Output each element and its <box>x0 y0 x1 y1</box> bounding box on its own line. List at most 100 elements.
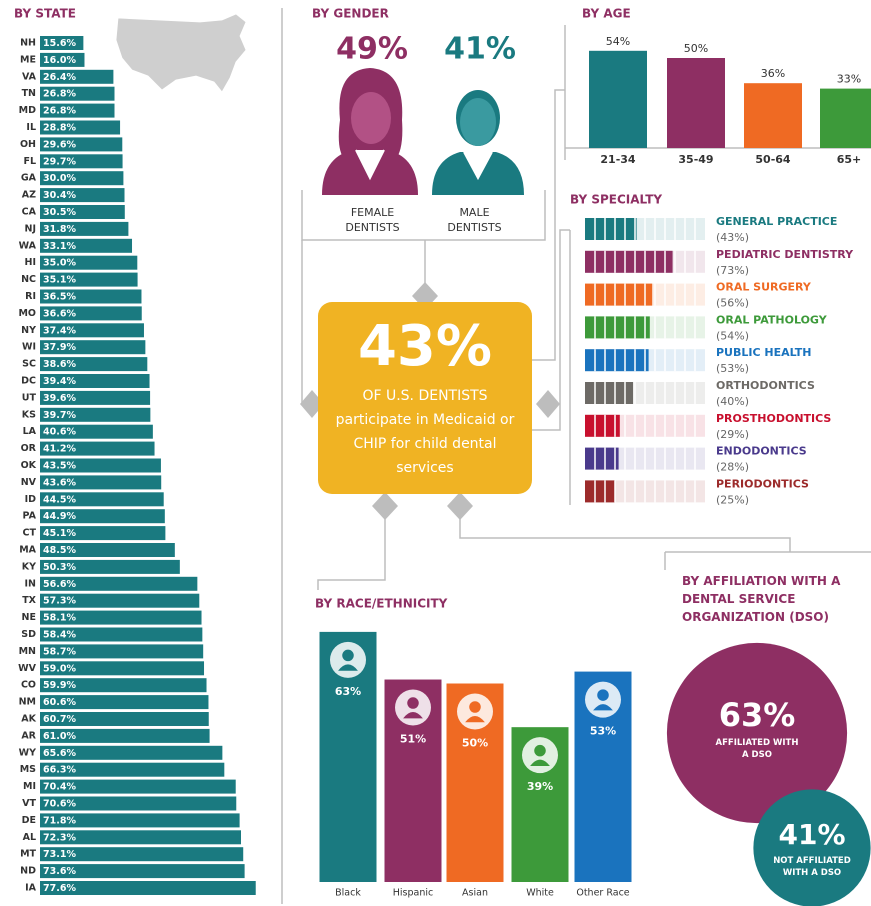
bar <box>40 323 144 338</box>
value-label: 39.4% <box>43 376 76 387</box>
specialty-value: (56%) <box>716 297 749 310</box>
state-label: ND <box>20 866 36 877</box>
bar <box>820 88 871 148</box>
value-label: 65.6% <box>43 748 76 759</box>
value-label: 39.6% <box>43 393 76 404</box>
bar <box>40 830 241 845</box>
state-label: IA <box>25 883 37 894</box>
bar <box>40 52 85 67</box>
value-label: 36.5% <box>43 292 76 303</box>
person-icon-head <box>407 697 419 709</box>
bar <box>40 407 151 422</box>
state-label: NC <box>21 274 36 285</box>
state-label: NM <box>19 697 36 708</box>
value-label: 16.0% <box>43 55 76 66</box>
specialty-name: ORTHODONTICS <box>716 379 815 392</box>
bar <box>40 69 114 84</box>
bubble-label: AFFILIATED WITH A DSO <box>715 738 799 760</box>
value-label: 39.7% <box>43 410 76 421</box>
state-label: LA <box>23 426 37 437</box>
person-icon-head <box>469 701 481 713</box>
female-icon <box>322 68 418 195</box>
pictogram-fill <box>585 316 650 339</box>
person-icon-body <box>403 712 423 719</box>
callout-box <box>318 302 532 494</box>
pictogram-fill <box>585 250 673 273</box>
state-label: OH <box>20 139 36 150</box>
bar <box>40 796 237 811</box>
value-label: 30.5% <box>43 207 76 218</box>
callout-text: OF U.S. DENTISTS participate in Medicaid… <box>335 388 515 476</box>
value-label: 54% <box>606 35 630 48</box>
specialty-value: (29%) <box>716 428 749 441</box>
state-label: DC <box>21 376 36 387</box>
specialty-name: ORAL SURGERY <box>716 281 812 294</box>
value-label: 70.4% <box>43 782 76 793</box>
state-label: MN <box>19 646 36 657</box>
state-label: MT <box>20 849 36 860</box>
specialty-value: (28%) <box>716 461 749 474</box>
bar <box>40 492 164 507</box>
bar <box>40 289 142 304</box>
specialty-value: (53%) <box>716 362 749 375</box>
value-label: 45.1% <box>43 528 76 539</box>
chart-title: BY AFFILIATION WITH A DENTAL SERVICE ORG… <box>682 574 841 624</box>
state-label: WY <box>19 747 36 758</box>
bar <box>40 762 225 777</box>
state-label: AZ <box>22 190 36 201</box>
value-label: 77.6% <box>43 883 76 894</box>
state-label: NY <box>21 325 36 336</box>
state-label: RI <box>25 291 36 302</box>
gender-label: MALE DENTISTS <box>447 206 502 234</box>
value-label: 57.3% <box>43 596 76 607</box>
value-label: 73.1% <box>43 849 76 860</box>
bar <box>40 255 138 270</box>
state-label: IN <box>25 578 37 589</box>
bubble-value: 63% <box>719 696 796 734</box>
bar <box>589 50 647 148</box>
gender-label: FEMALE DENTISTS <box>345 206 400 234</box>
value-label: 29.7% <box>43 156 76 167</box>
specialty-name: PERIODONTICS <box>716 477 809 490</box>
bar <box>40 154 123 169</box>
pictogram-fill <box>585 349 649 372</box>
bar <box>40 357 148 372</box>
value-label: 41.2% <box>43 444 76 455</box>
bar <box>40 441 155 456</box>
value-label: 50% <box>462 737 488 750</box>
value-label: 37.9% <box>43 342 76 353</box>
state-label: TN <box>22 88 36 99</box>
category-label: Black <box>335 888 361 899</box>
bar <box>40 238 133 253</box>
specialty-name: PROSTHODONTICS <box>716 412 831 425</box>
pictogram-fill <box>585 382 633 404</box>
state-label: MO <box>18 308 36 319</box>
category-label: White <box>526 888 554 899</box>
state-label: ME <box>20 54 36 65</box>
value-label: 53% <box>590 725 616 738</box>
state-label: NE <box>22 612 36 623</box>
pictogram-fill <box>585 447 619 470</box>
bar <box>40 272 138 287</box>
bar <box>40 205 125 219</box>
value-label: 36.6% <box>43 308 76 319</box>
bar <box>40 593 200 608</box>
bar <box>40 576 198 591</box>
bar <box>40 458 161 473</box>
bar <box>40 712 209 726</box>
value-label: 60.7% <box>43 714 76 725</box>
value-label: 38.6% <box>43 359 76 370</box>
bar <box>40 221 129 236</box>
state-label: MD <box>19 105 36 116</box>
chart-title: BY AGE <box>582 7 631 21</box>
diamond <box>536 390 560 418</box>
value-label: 72.3% <box>43 832 76 843</box>
bubble-label: NOT AFFILIATED WITH A DSO <box>773 856 851 878</box>
bar <box>40 424 153 439</box>
value-label: 26.8% <box>43 89 76 100</box>
state-label: MS <box>20 764 36 775</box>
state-label: UT <box>22 392 37 403</box>
value-label: 61.0% <box>43 731 76 742</box>
